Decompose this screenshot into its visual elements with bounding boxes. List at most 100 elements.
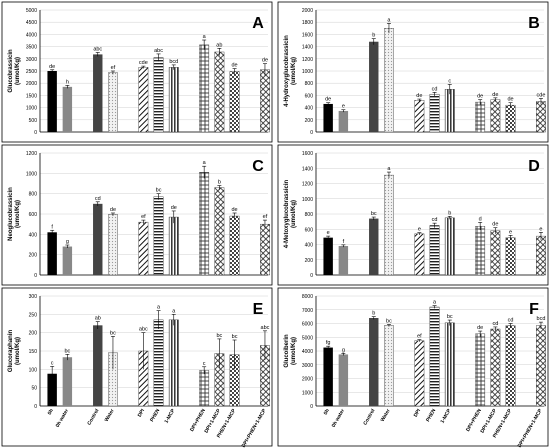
significance-label: ef [263,214,268,220]
significance-label: cd [508,318,514,324]
y-tick-label: 250 [29,312,38,318]
y-axis-label: Neoglucobrassicin [8,187,14,241]
significance-label: de [262,58,268,64]
bar [429,306,440,407]
significance-label: a [387,17,391,23]
significance-label: ab [95,316,101,322]
panel-a: 0 500 1000 1500 2000 2500 3000 3500 4000 4500 5000… [1,1,273,143]
bar [536,101,546,133]
y-tick-label: 800 [305,81,314,87]
bar [199,370,210,407]
y-axis-unit: (umol/Kg) [15,200,21,228]
y-tick-label: 5000 [26,8,37,14]
significance-label: de [492,222,498,228]
bar [153,196,164,276]
significance-label: bc [64,348,70,354]
bar [490,99,501,133]
bar [369,218,379,275]
significance-label: b [218,180,221,186]
y-tick-label: 400 [305,243,314,249]
significance-label: e [327,230,330,236]
x-tick-label: DPI [413,407,423,418]
bar [47,232,57,275]
bar [505,325,516,407]
bar [338,110,349,132]
significance-label: cd [432,217,438,223]
panel-letter: C [252,158,264,175]
bar [444,217,455,276]
bar [323,347,333,406]
bar [505,104,516,133]
significance-label: ef [417,334,422,340]
y-tick-label: 2000 [26,81,37,87]
y-tick-label: 4000 [302,349,313,355]
significance-label: de [110,207,116,213]
y-tick-label: 8000 [302,294,313,300]
significance-label: bc [216,333,222,339]
y-tick-label: 4500 [26,20,37,26]
bar [338,246,349,275]
panel-letter: F [529,301,539,318]
y-tick-label: 3000 [26,57,37,63]
bar [369,318,379,406]
y-tick-label: 150 [29,349,38,355]
y-axis-unit: (umol/Kg) [15,337,21,365]
bar [138,221,149,276]
significance-label: f [51,224,53,230]
panel-frame [1,1,273,143]
y-tick-label: 1400 [302,45,313,51]
significance-label: fg [326,340,331,346]
significance-label: a [203,34,207,40]
y-tick-label: 3500 [26,45,37,51]
significance-label: b [372,33,375,39]
panel-letter: B [528,15,540,32]
significance-label: d [479,216,482,222]
bar [47,71,57,132]
significance-label: ef [111,65,116,71]
bar [47,373,57,406]
y-axis-label: 4-Hydroxyglucobrassicin [284,35,290,107]
significance-label: h [66,79,69,85]
bar [444,89,455,133]
bar [536,325,546,407]
bar [414,233,425,276]
bar [490,328,501,407]
y-axis-unit: (umol/Kg) [291,337,297,365]
y-tick-label: 400 [29,232,38,238]
y-tick-label: 0 [34,273,37,279]
significance-label: cd [432,86,438,92]
y-axis-unit: (umol/Kg) [15,57,21,85]
significance-label: bcd [169,59,178,65]
bar [384,174,394,276]
bar [536,235,546,276]
y-axis-label: Glucoraphanin [8,330,14,373]
panel-letter: E [253,301,264,318]
panel-letter: D [528,158,540,175]
y-tick-label: 1000 [302,69,313,75]
significance-label: c [51,360,54,366]
y-tick-label: 1600 [302,151,313,157]
significance-label: de [416,93,422,99]
panel-frame [1,144,273,286]
y-tick-label: 600 [305,227,314,233]
significance-label: e [418,227,421,233]
significance-label: bc [156,188,162,194]
significance-label: bc [371,211,377,217]
bar [444,322,455,407]
y-tick-label: 600 [305,93,314,99]
y-tick-label: 100 [29,367,38,373]
significance-label: de [325,97,331,103]
bar [429,93,440,133]
bar [505,237,516,276]
panel-letter: A [252,15,264,32]
y-tick-label: 0 [310,130,313,136]
significance-label: e [539,226,542,232]
y-tick-label: 1200 [302,182,313,188]
y-tick-label: 1000 [26,106,37,112]
bar [229,71,240,133]
significance-label: a [203,160,207,166]
y-tick-label: 2000 [302,8,313,14]
significance-label: abc [154,48,163,54]
panel-frame [277,287,549,447]
